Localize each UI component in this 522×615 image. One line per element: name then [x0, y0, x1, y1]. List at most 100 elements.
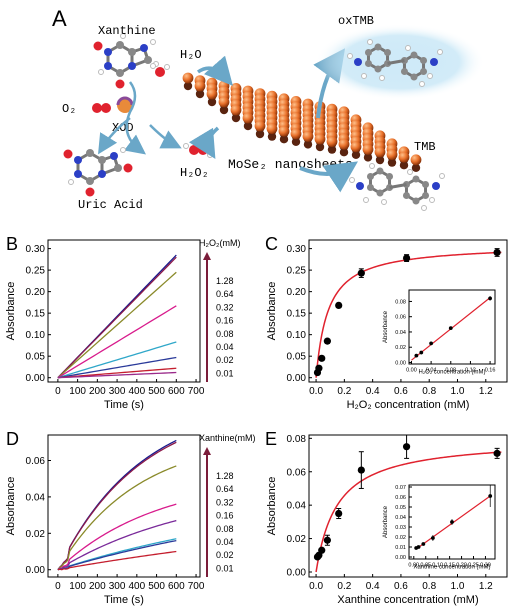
- x-axis-label: Xanthine concentration (mM): [337, 594, 478, 606]
- inset-data-point: [414, 353, 419, 358]
- inset-data-point: [448, 326, 453, 331]
- nanosheet-atom: [279, 135, 289, 144]
- y-tick-label: 0.15: [287, 309, 307, 320]
- legend-value: 0.32: [216, 497, 234, 507]
- data-point: [357, 466, 365, 474]
- data-point: [315, 364, 323, 372]
- legend-value: 0.02: [216, 550, 234, 560]
- oxtmb-label: oxTMB: [338, 14, 374, 28]
- tmb-nitrogen: [356, 182, 364, 190]
- panel-letter: E: [265, 429, 277, 449]
- series-line: [57, 371, 177, 379]
- series-line: [57, 356, 177, 379]
- tmb-hydrogen: [429, 197, 435, 203]
- tmb-atom: [422, 181, 430, 188]
- nanosheet-atom: [326, 136, 338, 148]
- tmb-atom: [412, 175, 420, 183]
- series-line: [57, 539, 177, 571]
- inset-data-point: [429, 341, 434, 346]
- nanosheet-atom: [387, 158, 397, 167]
- series-line: [57, 271, 177, 379]
- y-tick-label: 0.06: [395, 495, 406, 501]
- x-tick-label: 300: [109, 581, 126, 592]
- panel-letter: B: [6, 234, 18, 254]
- tmb-atom: [422, 192, 430, 199]
- nanosheet-atom: [350, 141, 362, 153]
- tmb-nitrogen: [430, 58, 438, 66]
- data-point: [323, 536, 331, 544]
- x-tick-label: 0: [55, 386, 61, 397]
- nanosheet-atom: [374, 146, 386, 158]
- legend-title: Xanthine(mM): [199, 433, 256, 443]
- legend-value: 0.16: [216, 511, 234, 521]
- reaction-arrow-icon: [299, 161, 358, 193]
- x-tick-label: 100: [69, 581, 86, 592]
- legend-value: 0.04: [216, 342, 234, 352]
- legend-value: 0.01: [216, 368, 234, 378]
- x-axis-label: Xanthine concentration (mM): [413, 565, 490, 571]
- nanosheet-atom: [290, 128, 302, 140]
- legend-value: 0.04: [216, 537, 234, 547]
- x-tick-label: 0.4: [366, 386, 380, 397]
- tmb-atom: [420, 57, 428, 64]
- nanosheet-atom: [399, 161, 409, 170]
- x-tick-label: 0.2: [337, 581, 351, 592]
- tmb-hydrogen: [439, 173, 445, 179]
- data-point: [493, 248, 501, 257]
- x-tick-label: 0.30: [480, 563, 491, 569]
- oxygen-molecule-icon: [92, 103, 111, 113]
- x-tick-label: 300: [109, 386, 126, 397]
- x-tick-label: 600: [168, 386, 185, 397]
- tmb-atom: [420, 68, 428, 75]
- x-tick-label: 0.0: [309, 581, 323, 592]
- tmb-hydrogen: [405, 45, 411, 51]
- data-point: [318, 546, 326, 554]
- x-tick-label: 0.05: [420, 563, 431, 569]
- tmb-atom: [376, 189, 384, 197]
- tmb-atom: [410, 51, 418, 59]
- data-point: [493, 449, 501, 457]
- legend-value: 0.08: [216, 329, 234, 339]
- series-line: [57, 465, 177, 571]
- nanosheet-atom: [242, 112, 254, 124]
- x-tick-label: 0.10: [432, 563, 443, 569]
- y-tick-label: 0.07: [395, 485, 406, 491]
- legend-title: H₂O₂(mM): [199, 238, 240, 248]
- tmb-hydrogen: [347, 53, 353, 59]
- legend-value: 0.32: [216, 302, 234, 312]
- x-tick-label: 200: [89, 581, 106, 592]
- nanosheet-atom: [230, 104, 242, 116]
- legend-value: 1.28: [216, 276, 234, 286]
- y-tick-label: 0.04: [395, 515, 406, 521]
- nanosheet-atom: [231, 113, 241, 123]
- inset-data-point: [421, 542, 426, 546]
- y-tick-label: 0.08: [287, 434, 307, 445]
- y-tick-label: 0.30: [287, 244, 307, 255]
- data-point: [323, 337, 331, 345]
- y-tick-label: 0.00: [26, 565, 46, 576]
- y-tick-label: 0.05: [395, 505, 406, 511]
- y-tick-label: 0.10: [287, 330, 307, 341]
- y-axis-label: Absorbance: [5, 477, 17, 536]
- y-tick-label: 0.02: [26, 529, 46, 540]
- x-tick-label: 1.0: [451, 386, 465, 397]
- x-tick-label: 600: [168, 581, 185, 592]
- tmb-atom: [402, 192, 410, 199]
- series-line: [57, 550, 177, 571]
- x-tick-label: 0.8: [422, 581, 436, 592]
- y-tick-label: 0.00: [287, 567, 307, 578]
- y-tick-label: 0.05: [26, 352, 46, 363]
- data-point: [335, 509, 343, 518]
- x-tick-label: 0: [55, 581, 61, 592]
- x-tick-label: 200: [89, 386, 106, 397]
- panel-letter: D: [6, 429, 19, 449]
- nanosheet-atom: [363, 153, 373, 162]
- inset-data-point: [419, 350, 424, 355]
- tmb-hydrogen: [381, 199, 387, 205]
- reaction-arrow-icon: [123, 81, 146, 155]
- nanosheet-atom: [194, 80, 206, 92]
- series-line: [57, 503, 177, 571]
- plot-frame: [47, 434, 201, 578]
- nanosheet-atom: [327, 145, 337, 154]
- y-tick-label: 0.04: [395, 330, 406, 336]
